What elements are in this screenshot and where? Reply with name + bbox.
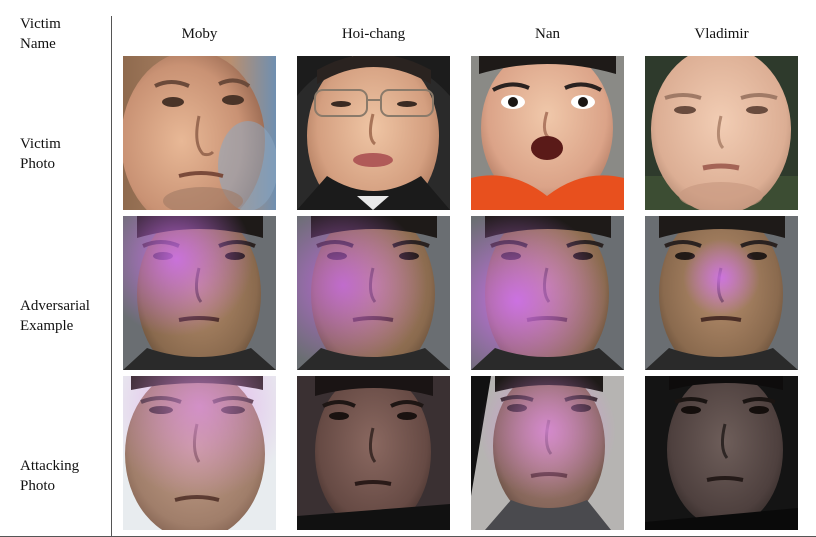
column-header-vladimir: Vladimir bbox=[694, 26, 749, 42]
attacking-photo-vladimir bbox=[645, 376, 798, 530]
victim-photo-hoi-chang bbox=[297, 56, 450, 210]
column-header-hoi-chang: Hoi-chang bbox=[341, 26, 406, 42]
adversarial-example-nan bbox=[471, 216, 624, 370]
row-label-attacking-photo: Attacking Photo bbox=[20, 458, 80, 494]
row-label-victim-name: Victim Name bbox=[20, 16, 61, 52]
attacking-photo-hoi-chang bbox=[297, 376, 450, 530]
victim-photo-moby bbox=[123, 56, 276, 210]
row-label-victim-photo: Victim Photo bbox=[20, 136, 61, 172]
attacking-photo-nan bbox=[471, 376, 624, 530]
attacking-photo-moby bbox=[123, 376, 276, 530]
row-label-adversarial-example: Adversarial Example bbox=[20, 298, 90, 334]
column-header-nan: Nan bbox=[535, 26, 560, 42]
victim-photo-nan bbox=[471, 56, 624, 210]
vertical-divider bbox=[111, 16, 112, 536]
adversarial-example-moby bbox=[123, 216, 276, 370]
column-header-moby: Moby bbox=[181, 26, 218, 42]
victim-photo-vladimir bbox=[645, 56, 798, 210]
adversarial-example-vladimir bbox=[645, 216, 798, 370]
adversarial-example-hoi-chang bbox=[297, 216, 450, 370]
